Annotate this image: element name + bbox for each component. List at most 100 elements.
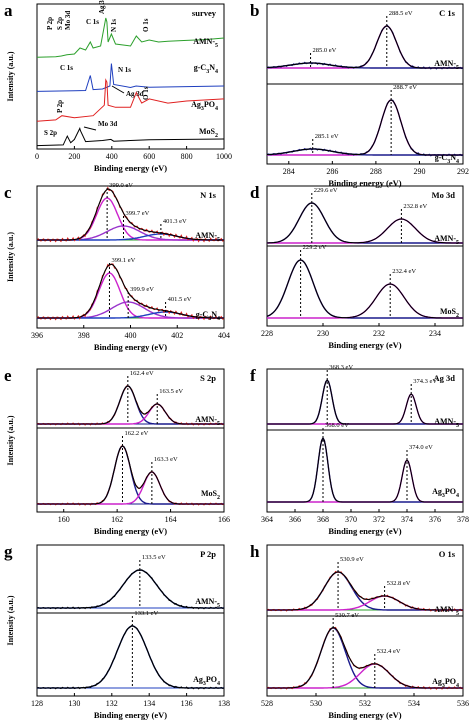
peak-annotation: O 1s	[142, 86, 150, 100]
series-label: MoS2	[440, 307, 459, 319]
x-tick-label: 284	[283, 167, 295, 176]
panel-title: S 2p	[200, 373, 216, 383]
fitted-envelope	[267, 379, 463, 425]
x-tick-label: 374	[401, 515, 413, 524]
panel-letter: h	[250, 542, 260, 561]
x-tick-label: 230	[317, 329, 329, 338]
series-label: AMN-5	[195, 415, 220, 427]
peak-annotation: C 1s	[60, 64, 73, 72]
x-tick-label: 366	[289, 515, 301, 524]
panel-h: 528 530 532 534 536 Binding energy (eV) O 1s h 5…	[250, 542, 469, 720]
x-tick-label: 162	[111, 515, 123, 524]
peak-label: 374.3 eV	[413, 378, 437, 385]
survey-series-line	[36, 63, 225, 92]
panel-title: Ag 3d	[434, 373, 456, 383]
series-label: g-C3N4	[196, 310, 220, 322]
raw-data-line	[266, 99, 464, 157]
x-tick-label: 160	[58, 515, 70, 524]
x-tick-label: 134	[143, 699, 155, 708]
component-peak	[37, 445, 224, 505]
x-axis-label: Binding energy (eV)	[94, 710, 167, 720]
fitted-envelope	[267, 202, 463, 244]
panel-frame	[36, 368, 225, 513]
panel-frame	[36, 544, 225, 697]
raw-data-line	[266, 259, 463, 319]
panel-d: 228 230 232 234 Binding energy (eV) Mo 3d d 229…	[250, 183, 464, 350]
panel-frame	[266, 544, 464, 697]
y-axis-label: Intensity (a.u.)	[6, 595, 15, 645]
x-axis-label: Binding energy (eV)	[328, 526, 401, 536]
x-tick-label: 370	[345, 515, 357, 524]
series-label: AMN-5	[434, 417, 459, 429]
x-axis-label: Binding energy (eV)	[328, 178, 401, 188]
series-label: AMN-5	[434, 234, 459, 246]
series-label: MoS2	[199, 127, 218, 139]
fitted-envelope	[266, 259, 463, 319]
peak-label: 162.4 eV	[130, 370, 154, 377]
panel-letter: f	[250, 366, 256, 385]
x-tick-label: 396	[31, 331, 43, 340]
peak-label: 232.8 eV	[403, 203, 427, 210]
x-tick-label: 1000	[216, 152, 232, 161]
x-tick-label: 200	[68, 152, 80, 161]
x-tick-label: 292	[457, 167, 469, 176]
peak-label: 401.3 eV	[163, 218, 187, 225]
peak-annotation: O 1s	[142, 18, 150, 32]
panel-f: 364 366 368 370 372 374 376 378 Binding energy (…	[250, 364, 469, 536]
peak-label: 163.3 eV	[154, 456, 178, 463]
peak-label: 232.4 eV	[392, 268, 416, 275]
panel-title: C 1s	[439, 8, 456, 18]
panel-title: survey	[192, 8, 217, 18]
peak-label: 288.7 eV	[393, 84, 417, 91]
x-tick-label: 534	[408, 699, 420, 708]
fitted-envelope	[37, 569, 224, 609]
series-label: Ag3PO4	[191, 100, 218, 112]
x-tick-label: 138	[218, 699, 230, 708]
x-tick-label: 130	[68, 699, 80, 708]
peak-annotation: Mo 3d	[98, 120, 117, 128]
x-tick-label: 166	[218, 515, 230, 524]
peak-annotation: C 1s	[86, 18, 99, 26]
annotation-arrow	[111, 85, 125, 94]
x-tick-label: 800	[181, 152, 193, 161]
panel-frame	[36, 3, 225, 150]
peak-label: 133.1 eV	[134, 610, 158, 617]
panel-letter: b	[250, 1, 259, 20]
peak-label: 368.0 eV	[325, 422, 349, 429]
peak-label: 401.5 eV	[168, 296, 192, 303]
survey-series-line	[36, 126, 225, 147]
series-label: AMN-5	[193, 37, 218, 49]
panel-a: 0 200 400 600 800 1000 Binding energy (eV) Inte…	[4, 0, 232, 173]
panel-letter: d	[250, 183, 260, 202]
component-peak	[37, 471, 224, 505]
peak-annotation: S 2p	[56, 17, 64, 30]
x-tick-label: 398	[78, 331, 90, 340]
panel-title: Mo 3d	[432, 190, 456, 200]
peak-annotation: P 2p	[56, 100, 64, 113]
series-label: MoS2	[201, 489, 220, 501]
peak-label: 229.6 eV	[314, 187, 338, 194]
fitted-envelope	[37, 263, 224, 319]
fitted-envelope	[267, 571, 463, 611]
x-tick-label: 286	[326, 167, 338, 176]
peak-annotation: N 1s	[110, 19, 118, 32]
x-tick-label: 128	[31, 699, 43, 708]
x-tick-label: 136	[181, 699, 193, 708]
x-axis-label: Binding energy (eV)	[94, 342, 167, 352]
survey-series-line	[36, 78, 225, 122]
x-tick-label: 0	[35, 152, 39, 161]
panel-title: N 1s	[200, 190, 217, 200]
x-tick-label: 164	[165, 515, 177, 524]
raw-data-line	[36, 444, 225, 506]
component-peak	[267, 283, 463, 319]
peak-label: 285.1 eV	[315, 133, 339, 140]
x-tick-label: 372	[373, 515, 385, 524]
x-tick-label: 228	[261, 329, 273, 338]
panel-letter: a	[4, 1, 13, 20]
peak-label: 532.4 eV	[377, 648, 401, 655]
x-tick-label: 232	[373, 329, 385, 338]
x-tick-label: 528	[261, 699, 273, 708]
panel-title: O 1s	[439, 549, 456, 559]
peak-annotation: Ag 3d	[126, 90, 144, 98]
series-label: g-C3N4	[194, 63, 218, 75]
